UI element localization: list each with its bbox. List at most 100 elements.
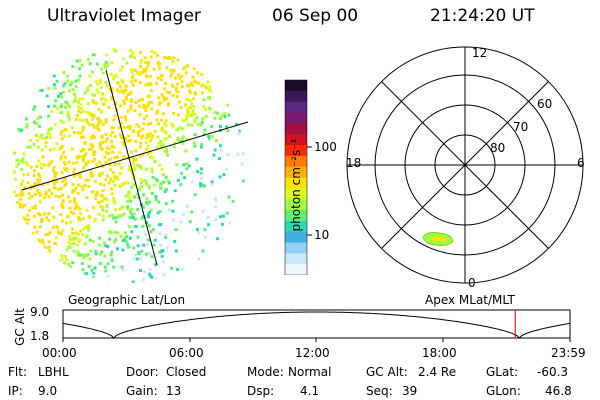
- emission-pixel: [187, 84, 190, 88]
- emission-pixel: [21, 157, 25, 161]
- emission-pixel: [85, 196, 89, 200]
- emission-pixel: [78, 229, 82, 233]
- emission-pixel: [129, 150, 133, 154]
- emission-pixel: [125, 61, 129, 65]
- emission-pixel: [120, 166, 124, 170]
- emission-pixel: [135, 123, 139, 127]
- emission-pixel: [179, 220, 183, 224]
- emission-pixel: [35, 121, 38, 125]
- emission-pixel: [111, 180, 115, 183]
- emission-pixel: [18, 205, 22, 209]
- emission-pixel: [68, 105, 72, 108]
- emission-pixel: [150, 136, 153, 140]
- emission-pixel: [144, 179, 148, 183]
- emission-pixel: [110, 126, 114, 130]
- emission-pixel: [94, 179, 97, 183]
- emission-pixel: [132, 159, 136, 163]
- emission-pixel: [66, 195, 70, 199]
- emission-pixel: [131, 83, 135, 87]
- emission-pixel: [54, 242, 58, 245]
- colorbar-cell: [285, 188, 307, 200]
- emission-pixel: [73, 131, 76, 134]
- emission-pixel: [96, 123, 100, 127]
- emission-pixel: [74, 202, 78, 206]
- emission-pixel: [86, 88, 90, 92]
- emission-pixel: [126, 242, 130, 246]
- emission-pixel: [45, 94, 49, 98]
- emission-pixel: [59, 203, 63, 207]
- emission-pixel: [128, 196, 132, 200]
- emission-pixel: [132, 183, 136, 187]
- emission-pixel: [59, 213, 63, 216]
- emission-pixel: [100, 135, 104, 139]
- emission-pixel: [106, 174, 109, 178]
- emission-pixel: [38, 136, 42, 140]
- emission-pixel: [68, 235, 72, 239]
- emission-pixel: [142, 278, 146, 281]
- emission-pixel: [52, 147, 56, 151]
- emission-pixel: [99, 205, 103, 208]
- emission-pixel: [124, 84, 128, 88]
- emission-pixel: [130, 80, 134, 84]
- emission-pixel: [113, 240, 117, 244]
- emission-pixel: [99, 194, 103, 198]
- emission-pixel: [144, 233, 148, 237]
- emission-pixel: [94, 101, 98, 105]
- emission-pixel: [19, 197, 23, 201]
- emission-pixel: [33, 225, 37, 229]
- emission-pixel: [144, 83, 148, 87]
- emission-pixel: [140, 216, 144, 220]
- emission-pixel: [198, 258, 201, 262]
- emission-pixel: [180, 171, 184, 175]
- emission-pixel: [168, 134, 172, 138]
- emission-pixel: [81, 97, 85, 101]
- emission-pixel: [106, 63, 110, 67]
- emission-pixel: [112, 265, 116, 269]
- emission-pixel: [82, 255, 86, 259]
- emission-pixel: [47, 218, 51, 222]
- emission-pixel: [171, 59, 175, 63]
- emission-pixel: [145, 114, 149, 118]
- emission-pixel: [39, 115, 42, 119]
- emission-pixel: [110, 144, 114, 148]
- emission-pixel: [60, 103, 64, 107]
- emission-pixel: [86, 102, 90, 106]
- emission-pixel: [99, 86, 103, 90]
- emission-pixel: [166, 179, 170, 183]
- emission-pixel: [110, 250, 114, 254]
- emission-pixel: [149, 274, 153, 278]
- emission-pixel: [145, 197, 149, 201]
- emission-pixel: [84, 118, 88, 122]
- emission-pixel: [62, 90, 66, 94]
- emission-pixel: [134, 158, 138, 162]
- emission-pixel: [92, 153, 96, 157]
- emission-pixel: [167, 208, 171, 212]
- emission-pixel: [219, 144, 222, 148]
- emission-pixel: [160, 142, 164, 146]
- emission-pixel: [200, 72, 204, 76]
- emission-pixel: [48, 136, 52, 140]
- emission-pixel: [71, 65, 75, 68]
- emission-pixel: [206, 215, 210, 219]
- emission-pixel: [124, 97, 128, 101]
- emission-pixel: [104, 118, 108, 122]
- polar-mlt-plot: [346, 46, 584, 284]
- emission-pixel: [41, 241, 45, 245]
- emission-pixel: [76, 253, 80, 257]
- emission-pixel: [53, 123, 57, 126]
- emission-pixel: [98, 78, 102, 82]
- emission-pixel: [120, 136, 124, 140]
- emission-pixel: [147, 60, 151, 64]
- emission-pixel: [101, 214, 105, 218]
- emission-pixel: [110, 61, 114, 65]
- emission-pixel: [78, 74, 82, 78]
- emission-pixel: [90, 136, 94, 140]
- emission-pixel: [44, 233, 48, 237]
- emission-pixel: [172, 112, 176, 115]
- emission-pixel: [89, 249, 93, 253]
- orbit-xlabel-1800: 18:00: [422, 346, 457, 360]
- emission-pixel: [121, 141, 125, 145]
- emission-pixel: [38, 240, 41, 244]
- emission-pixel: [171, 199, 174, 203]
- emission-pixel: [124, 137, 128, 141]
